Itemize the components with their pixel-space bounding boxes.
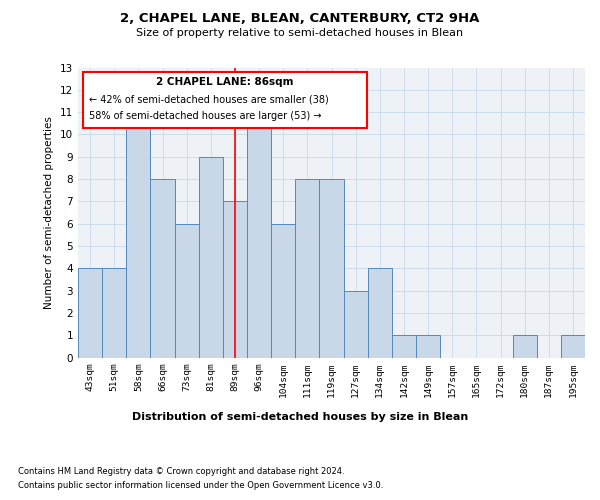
Bar: [126, 112, 151, 358]
Text: Size of property relative to semi-detached houses in Blean: Size of property relative to semi-detach…: [136, 28, 464, 38]
Bar: [512, 335, 537, 357]
Text: Distribution of semi-detached houses by size in Blean: Distribution of semi-detached houses by …: [132, 412, 468, 422]
Y-axis label: Number of semi-detached properties: Number of semi-detached properties: [44, 116, 55, 309]
Text: ← 42% of semi-detached houses are smaller (38): ← 42% of semi-detached houses are smalle…: [89, 94, 329, 104]
Bar: [344, 290, 368, 358]
Bar: [392, 335, 416, 357]
FancyBboxPatch shape: [83, 72, 367, 128]
Bar: [319, 179, 344, 358]
Bar: [561, 335, 585, 357]
Bar: [295, 179, 319, 358]
Bar: [102, 268, 126, 358]
Bar: [416, 335, 440, 357]
Bar: [78, 268, 102, 358]
Bar: [223, 202, 247, 358]
Text: Contains HM Land Registry data © Crown copyright and database right 2024.: Contains HM Land Registry data © Crown c…: [18, 468, 344, 476]
Text: Contains public sector information licensed under the Open Government Licence v3: Contains public sector information licen…: [18, 481, 383, 490]
Text: 2 CHAPEL LANE: 86sqm: 2 CHAPEL LANE: 86sqm: [156, 77, 294, 87]
Bar: [175, 224, 199, 358]
Bar: [199, 156, 223, 358]
Text: 2, CHAPEL LANE, BLEAN, CANTERBURY, CT2 9HA: 2, CHAPEL LANE, BLEAN, CANTERBURY, CT2 9…: [121, 12, 479, 26]
Text: 58% of semi-detached houses are larger (53) →: 58% of semi-detached houses are larger (…: [89, 111, 322, 121]
Bar: [271, 224, 295, 358]
Bar: [151, 179, 175, 358]
Bar: [247, 112, 271, 358]
Bar: [368, 268, 392, 358]
